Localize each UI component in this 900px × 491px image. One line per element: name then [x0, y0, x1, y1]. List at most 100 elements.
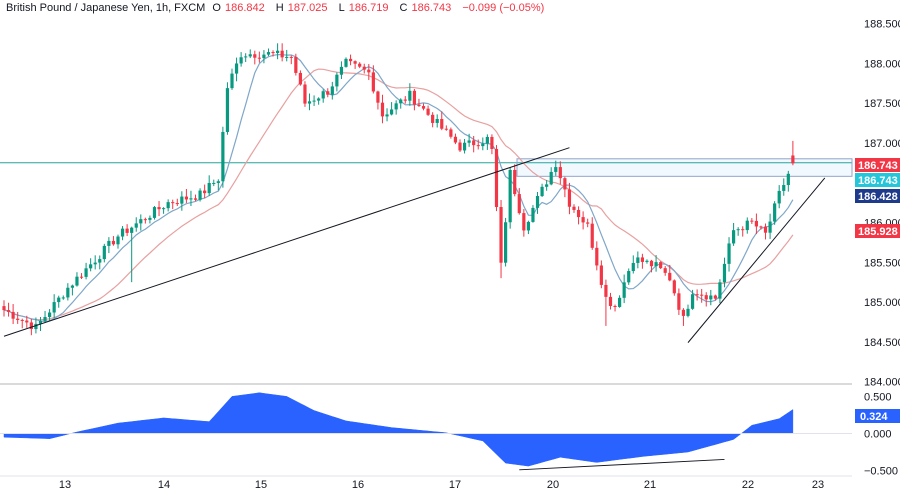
candle	[526, 220, 530, 235]
candle-body	[180, 196, 184, 204]
candle-body	[120, 228, 125, 237]
candle-body	[613, 305, 617, 307]
candle-body	[608, 296, 613, 306]
candle-body	[225, 88, 230, 132]
candle	[285, 49, 289, 62]
candle	[189, 190, 193, 206]
candle	[20, 318, 24, 329]
candle	[89, 258, 93, 272]
price-tick-label: 184.500	[864, 337, 900, 349]
candle	[563, 176, 567, 198]
price-tick-label: 188.000	[864, 58, 900, 70]
candle	[499, 200, 503, 279]
candle-body	[353, 61, 357, 64]
candle	[225, 82, 230, 135]
time-tick-label: 16	[352, 479, 364, 491]
candle-body	[93, 262, 97, 265]
candle	[412, 88, 416, 111]
candle	[722, 257, 727, 288]
candle-body	[266, 52, 271, 55]
candle	[234, 57, 239, 82]
candle	[686, 304, 690, 318]
oscillator-tick-label: 0.500	[864, 391, 892, 403]
candle-body	[490, 136, 494, 149]
candle	[321, 89, 325, 103]
candle-body	[330, 86, 334, 95]
candle	[348, 54, 353, 66]
oscillator-badge-label: 0.324	[860, 411, 888, 423]
candle	[613, 304, 617, 312]
candle-body	[554, 167, 558, 172]
candle	[52, 294, 56, 319]
candle	[143, 217, 147, 224]
candle-body	[394, 103, 398, 110]
time-tick-label: 21	[644, 479, 656, 491]
candle-body	[162, 208, 166, 210]
candle-body	[207, 182, 211, 194]
time-tick-label: 13	[59, 479, 71, 491]
time-tick-label: 17	[449, 479, 461, 491]
candle-body	[111, 240, 116, 245]
candle-body	[700, 294, 704, 296]
candle-body	[212, 182, 216, 184]
candle-body	[280, 50, 284, 58]
candle-body	[143, 219, 147, 221]
low-field: L 186.719	[338, 2, 389, 14]
candle-body	[604, 284, 608, 297]
candle	[75, 272, 79, 287]
candle-body	[727, 243, 731, 264]
candle-body	[20, 319, 24, 321]
price-badge-label: 186.743	[858, 175, 898, 187]
candle-body	[57, 297, 61, 303]
candle-body	[216, 181, 220, 183]
candle	[618, 295, 622, 308]
candle	[599, 260, 603, 289]
candle-body	[581, 217, 585, 223]
candle	[572, 204, 576, 213]
candle-body	[768, 221, 772, 233]
candle	[339, 61, 344, 80]
candle	[690, 289, 695, 310]
candle-body	[576, 209, 581, 218]
candle	[216, 179, 220, 191]
price-badges: 186.743 186.743 186.428 185.928	[855, 158, 900, 238]
candle-body	[298, 72, 302, 85]
candle-body	[79, 276, 84, 278]
candle	[732, 222, 736, 246]
candle	[431, 112, 435, 128]
candle	[782, 178, 786, 196]
candle	[681, 308, 686, 326]
chart-header: British Pound / Japanese Yen, 1h, FXCM O…	[6, 2, 548, 14]
candle-body	[193, 198, 198, 200]
candle-body	[695, 294, 699, 296]
candle-body	[294, 57, 298, 73]
price-badge: 186.743	[855, 158, 900, 172]
candle	[362, 63, 366, 74]
candle	[344, 57, 348, 68]
candle-body	[732, 230, 736, 244]
candle	[212, 179, 216, 187]
candle	[157, 201, 161, 217]
candle	[130, 226, 134, 283]
candle-body	[367, 69, 371, 73]
candle	[107, 237, 111, 254]
candle-body	[198, 190, 202, 200]
candle-body	[184, 196, 188, 200]
candle-body	[380, 102, 385, 117]
candle-body	[285, 56, 289, 58]
candle	[358, 62, 362, 69]
candle-body	[499, 207, 503, 263]
candle-body	[390, 109, 394, 115]
candle	[98, 255, 102, 270]
candle-body	[672, 280, 676, 294]
candle	[522, 209, 526, 237]
candle	[253, 50, 257, 65]
candle	[558, 161, 562, 185]
candle	[476, 139, 480, 150]
candle	[385, 108, 389, 122]
candle	[371, 65, 375, 94]
price-tick-label: 187.500	[864, 98, 900, 110]
candle	[786, 170, 790, 192]
candle-body	[759, 226, 763, 228]
